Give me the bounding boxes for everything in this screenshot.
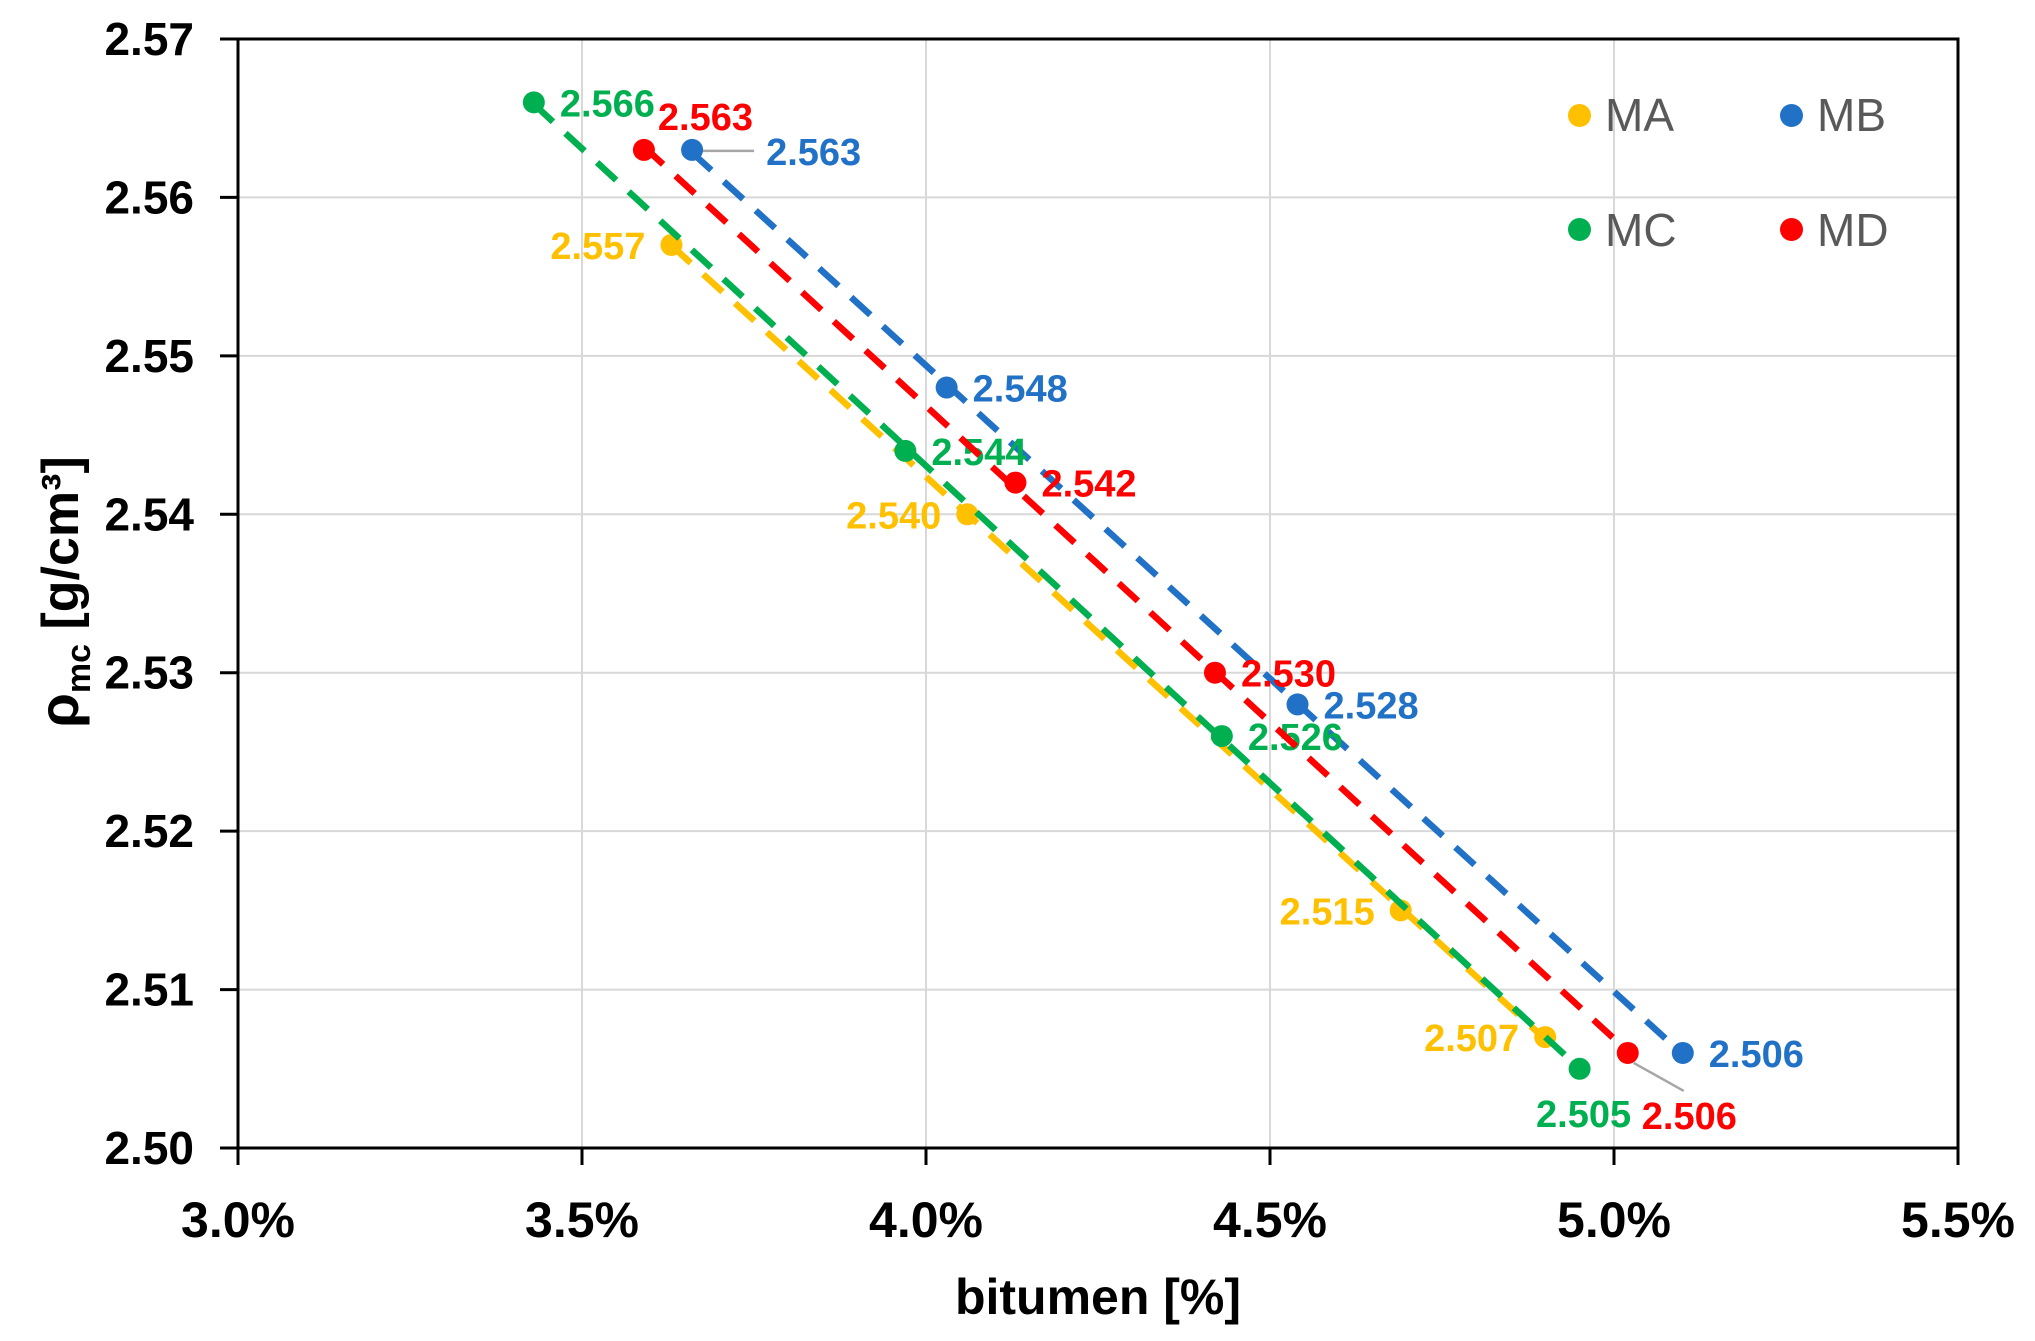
point-label-mb: 2.548 — [973, 369, 1068, 411]
y-tick-label: 2.50 — [104, 1122, 194, 1174]
legend-dot-mb — [1780, 103, 1803, 127]
legend-label-md: MD — [1817, 203, 1889, 256]
data-point-ma — [956, 503, 979, 526]
point-label-md: 2.530 — [1241, 654, 1336, 696]
legend-dot-mc — [1568, 218, 1591, 242]
point-label-mc: 2.566 — [560, 83, 655, 125]
point-label-mb: 2.506 — [1709, 1034, 1804, 1076]
y-tick-label: 2.52 — [104, 805, 194, 857]
data-point-mb — [935, 376, 958, 399]
x-tick-label: 4.5% — [1213, 1192, 1327, 1248]
leader-line — [1633, 1061, 1685, 1093]
data-point-md — [1203, 661, 1226, 684]
legend-label-mc: MC — [1605, 203, 1677, 256]
data-point-mb — [1671, 1041, 1694, 1064]
y-tick-label: 2.56 — [104, 171, 194, 223]
y-tick-label: 2.57 — [104, 13, 194, 65]
plot-border — [236, 37, 1960, 1150]
data-point-md — [1616, 1041, 1639, 1064]
point-label-md: 2.563 — [658, 97, 753, 139]
point-label-mc: 2.505 — [1536, 1094, 1631, 1136]
legend-dot-md — [1780, 218, 1803, 242]
data-point-mc — [522, 91, 545, 114]
legend: MA MB MC MD — [1568, 90, 1889, 255]
x-tick-label: 4.0% — [869, 1192, 983, 1248]
trendline-mb — [689, 150, 1685, 1057]
y-axis-title: ρmc [g/cm³] — [27, 456, 98, 728]
point-label-ma: 2.507 — [1424, 1018, 1519, 1060]
trendline-mc — [531, 101, 1582, 1071]
x-tick-label: 3.0% — [181, 1192, 295, 1248]
y-tick-label: 2.55 — [104, 330, 194, 382]
data-point-mc — [1210, 725, 1233, 748]
legend-item-mb: MB — [1780, 90, 1889, 141]
trendline-ma — [669, 243, 1548, 1042]
x-tick-label: 5.5% — [1901, 1192, 2015, 1248]
y-tick-label: 2.54 — [104, 488, 194, 540]
trendline-md — [641, 144, 1630, 1054]
legend-item-md: MD — [1780, 203, 1889, 256]
legend-label-mb: MB — [1817, 89, 1886, 141]
x-tick-label: 3.5% — [525, 1192, 639, 1248]
x-tick-label: 5.0% — [1557, 1192, 1671, 1248]
data-point-mb — [1286, 693, 1309, 716]
legend-item-mc: MC — [1568, 203, 1780, 256]
data-point-mc — [1568, 1057, 1591, 1080]
point-label-md: 2.542 — [1041, 464, 1136, 506]
point-label-mb: 2.563 — [766, 132, 861, 174]
point-label-ma: 2.557 — [550, 226, 645, 268]
point-label-mb: 2.528 — [1324, 685, 1419, 727]
data-point-md — [1004, 471, 1027, 494]
data-point-md — [632, 138, 655, 161]
x-axis-title: bitumen [%] — [955, 1269, 1241, 1325]
data-point-mc — [894, 439, 917, 462]
legend-item-ma: MA — [1568, 90, 1780, 141]
legend-dot-ma — [1568, 103, 1591, 127]
data-point-mb — [681, 138, 704, 161]
y-tick-label: 2.53 — [104, 647, 194, 699]
point-label-ma: 2.515 — [1280, 891, 1375, 933]
point-label-mc: 2.526 — [1248, 717, 1343, 759]
legend-label-ma: MA — [1605, 89, 1674, 141]
point-label-ma: 2.540 — [846, 495, 941, 537]
y-tick-label: 2.51 — [104, 964, 194, 1016]
point-label-md: 2.506 — [1642, 1096, 1737, 1138]
